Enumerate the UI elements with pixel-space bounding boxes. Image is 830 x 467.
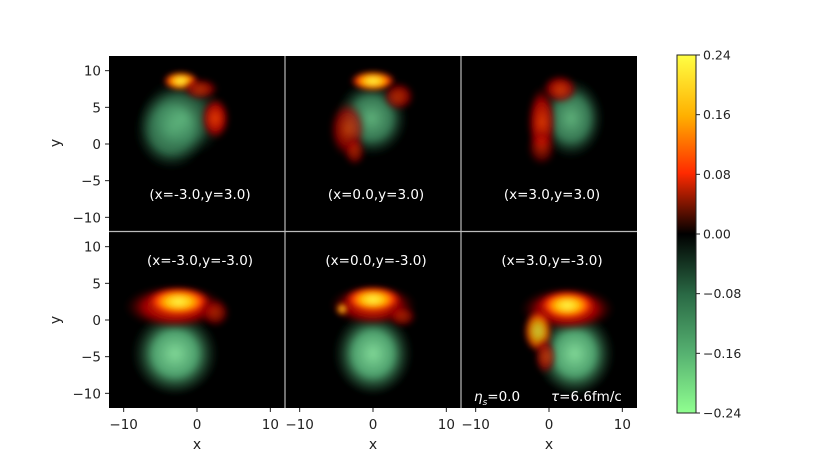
heatmap-blob: [349, 70, 397, 92]
x-tick-label: −10: [461, 417, 490, 433]
x-tick-label: 10: [438, 417, 455, 433]
x-tick-label: 0: [193, 417, 202, 433]
heatmap-panel: (x=3.0,y=-3.0): [461, 232, 637, 408]
x-tick-label: −10: [285, 417, 314, 433]
x-axis-label-2: x: [369, 437, 377, 453]
colorbar-tick-label: 0.08: [703, 167, 731, 182]
y-tick-label: 5: [92, 100, 101, 116]
eta-annotation: ηs=0.0: [474, 389, 520, 408]
colorbar: 0.24 0.16 0.08 0.00 −0.08 −0.16 −0.24: [676, 48, 741, 421]
tau-annotation: τ=6.6fm/c: [551, 389, 622, 405]
y-tick-label: 0: [92, 137, 101, 153]
panel-label: (x=0.0,y=-3.0): [325, 253, 426, 269]
heatmap-blob: [343, 286, 403, 313]
x-axis-label-1: x: [193, 437, 201, 453]
heatmap-blob: [182, 78, 220, 100]
x-tick-label: −10: [109, 417, 138, 433]
y-tick-label: 10: [84, 64, 101, 80]
colorbar-tick-label: 0.16: [703, 107, 731, 122]
heatmap-blob: [382, 81, 415, 112]
heatmap-blob: [387, 305, 418, 328]
colorbar-tick-label: −0.24: [703, 406, 741, 421]
y-tick-label: −5: [81, 350, 101, 366]
colorbar-tick-label: −0.08: [703, 286, 741, 301]
y-tick-label: −5: [81, 174, 101, 190]
heatmap-blob: [538, 290, 597, 321]
heatmap-blob: [541, 74, 579, 104]
heatmap-blob: [200, 298, 230, 328]
colorbar-tick-label: −0.16: [703, 346, 741, 361]
heatmap-grid: (x=-3.0,y=3.0) (x=0.0,y=3.0) (x=3.0,y=3.0)…: [109, 56, 637, 408]
heatmap-blob: [336, 303, 349, 315]
heatmap-panel: (x=-3.0,y=-3.0): [109, 232, 285, 408]
panel-dividers: [109, 56, 637, 408]
colorbar-tick-label: 0.24: [703, 48, 731, 63]
heatmap-panel: (x=0.0,y=3.0): [285, 56, 461, 232]
x-tick-label: 10: [262, 417, 279, 433]
panel-label: (x=3.0,y=-3.0): [501, 253, 602, 269]
heatmap-blob: [200, 96, 230, 141]
x-tick-label: 10: [614, 417, 631, 433]
heatmap-blob: [527, 129, 557, 167]
panel-label: (x=-3.0,y=-3.0): [147, 253, 253, 269]
heatmap-panel: (x=0.0,y=-3.0): [285, 232, 461, 408]
panel-label: (x=-3.0,y=3.0): [149, 187, 250, 203]
heatmap-blob: [343, 136, 366, 166]
heatmap-blob: [131, 305, 219, 394]
y-tick-label: −10: [73, 386, 102, 402]
heatmap-blob: [332, 305, 414, 394]
heatmap-blob: [145, 287, 212, 317]
y-axis-label-bottom: y: [48, 316, 64, 324]
x-tick-label: 0: [545, 417, 554, 433]
colorbar-tick-label: 0.00: [703, 227, 731, 242]
y-axis-label-top: y: [48, 139, 64, 147]
heatmap-blob: [534, 338, 557, 375]
panel-label: (x=3.0,y=3.0): [504, 187, 600, 203]
colorbar-ticks: 0.24 0.16 0.08 0.00 −0.08 −0.16 −0.24: [696, 48, 741, 421]
panel-label: (x=0.0,y=3.0): [328, 187, 424, 203]
heatmap-panel: (x=3.0,y=3.0): [461, 56, 637, 232]
heatmap-panel: (x=-3.0,y=3.0): [109, 56, 285, 232]
y-tick-label: 10: [84, 240, 101, 256]
axes: 10 5 0 −5 −10 10 5 0 −5 −10 −10 0 10 −10 0 10 −10 0 10: [73, 64, 631, 433]
y-tick-label: 0: [92, 313, 101, 329]
x-axis-label-3: x: [545, 437, 553, 453]
y-tick-label: 5: [92, 276, 101, 292]
x-tick-label: 0: [369, 417, 378, 433]
y-tick-label: −10: [73, 210, 102, 226]
